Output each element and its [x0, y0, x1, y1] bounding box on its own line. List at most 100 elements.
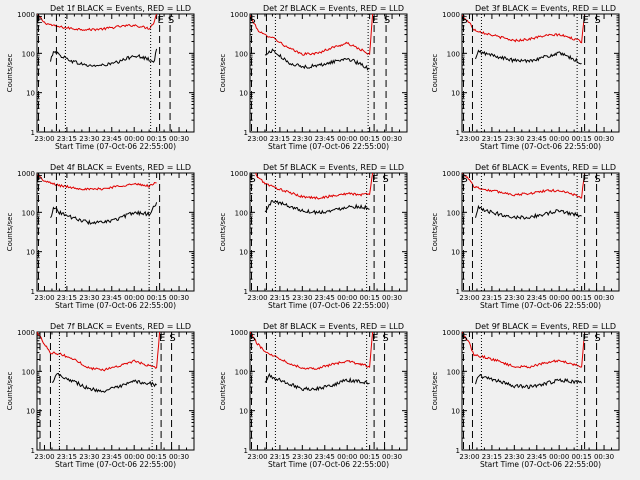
x-axis-label: Start Time (07-Oct-06 22:55:00) — [268, 142, 389, 151]
plot-frame — [461, 13, 620, 133]
x-tick-label: 23:45 — [315, 294, 335, 302]
marker-label: S — [594, 174, 600, 185]
x-tick-label: 23:00 — [247, 135, 267, 143]
x-tick-label: 00:15 — [572, 294, 592, 302]
y-tick-label: 1 — [244, 129, 248, 137]
plot-frame — [461, 331, 620, 451]
y-tick-label: 10 — [26, 90, 35, 98]
y-axis-label: Counts/sec — [431, 54, 439, 93]
series-lld-line — [462, 173, 586, 199]
x-axis-label: Start Time (07-Oct-06 22:55:00) — [268, 301, 389, 310]
x-tick-label: 23:15 — [482, 294, 502, 302]
series-area — [37, 174, 158, 226]
x-tick-label: 23:00 — [459, 135, 479, 143]
x-tick-label: 23:15 — [57, 294, 77, 302]
marker-label: S — [594, 15, 600, 26]
x-axis-label: Start Time (07-Oct-06 22:55:00) — [480, 301, 601, 310]
x-axis-label: Start Time (07-Oct-06 22:55:00) — [55, 301, 176, 310]
y-tick-label: 1 — [31, 129, 35, 137]
x-tick-label: 00:30 — [594, 135, 614, 143]
panel-title: Det 9f BLACK = Events, RED = LLD — [475, 322, 616, 331]
marker-label: E — [159, 333, 165, 344]
panel-det-6f: 1 10 100 1000 23:00 23:15 23:30 23:45 00:00 00:15… — [431, 163, 620, 310]
x-tick-label: 23:00 — [34, 294, 54, 302]
y-axis-label: Counts/sec — [6, 54, 14, 93]
x-tick-label: 23:30 — [79, 135, 99, 143]
x-tick-label: 00:15 — [360, 294, 380, 302]
panel-det-7f: 1 10 100 1000 23:00 23:15 23:30 23:45 00:00 00:15… — [6, 322, 195, 469]
x-axis-label: Start Time (07-Oct-06 22:55:00) — [480, 460, 601, 469]
x-tick-label: 00:00 — [124, 294, 144, 302]
panel-title: Det 5f BLACK = Events, RED = LLD — [263, 163, 404, 172]
panel-det-8f: 1 10 100 1000 23:00 23:15 23:30 23:45 00:00 00:15… — [219, 322, 408, 469]
series-events-line — [50, 202, 158, 226]
x-tick-label: 23:00 — [247, 294, 267, 302]
marker-label: E — [36, 174, 42, 185]
y-tick-label: 1 — [244, 447, 248, 455]
x-tick-label: 23:30 — [504, 453, 524, 461]
x-tick-label: 00:00 — [337, 453, 357, 461]
x-tick-label: 00:30 — [594, 453, 614, 461]
x-tick-label: 23:45 — [102, 294, 122, 302]
series-events-line — [264, 372, 370, 392]
series-area — [250, 332, 374, 392]
x-tick-label: 00:30 — [169, 135, 189, 143]
x-tick-label: 23:30 — [504, 294, 524, 302]
x-tick-label: 23:45 — [527, 453, 547, 461]
y-tick-label: 100 — [22, 368, 35, 376]
x-tick-label: 00:00 — [337, 135, 357, 143]
marker-label: S — [169, 333, 175, 344]
panel-title: Det 2f BLACK = Events, RED = LLD — [263, 4, 404, 13]
x-tick-label: 23:00 — [34, 135, 54, 143]
panel-det-2f: 1 10 100 1000 23:00 23:15 23:30 23:45 00:00 00:15… — [219, 4, 408, 151]
y-tick-label: 1000 — [230, 329, 248, 337]
marker-label: E — [582, 174, 588, 185]
y-tick-label: 1 — [456, 129, 460, 137]
panel-det-3f: 1 10 100 1000 23:00 23:15 23:30 23:45 00:00 00:15… — [431, 4, 620, 151]
panel-title: Det 6f BLACK = Events, RED = LLD — [475, 163, 616, 172]
y-tick-label: 100 — [22, 209, 35, 217]
y-tick-label: 1000 — [442, 329, 460, 337]
marker-label: S — [594, 333, 600, 344]
y-tick-label: 100 — [22, 50, 35, 58]
marker-label: S — [249, 174, 255, 185]
panel-title: Det 3f BLACK = Events, RED = LLD — [475, 4, 616, 13]
series-area — [37, 14, 158, 68]
x-tick-label: 23:00 — [459, 453, 479, 461]
y-tick-label: 10 — [26, 408, 35, 416]
x-tick-label: 23:30 — [292, 453, 312, 461]
x-tick-label: 23:30 — [504, 135, 524, 143]
x-tick-label: 00:00 — [549, 135, 569, 143]
y-tick-label: 10 — [239, 249, 248, 257]
x-tick-label: 00:15 — [572, 453, 592, 461]
y-axis-label: Counts/sec — [6, 372, 14, 411]
x-tick-label: 00:00 — [549, 294, 569, 302]
marker-label: S — [382, 174, 388, 185]
marker-label: S — [249, 15, 255, 26]
x-tick-label: 23:15 — [270, 135, 290, 143]
x-tick-label: 23:00 — [459, 294, 479, 302]
y-axis-label: Counts/sec — [219, 213, 227, 252]
x-tick-label: 23:15 — [270, 294, 290, 302]
y-axis-label: Counts/sec — [6, 213, 14, 252]
y-axis-label: Counts/sec — [431, 213, 439, 252]
y-axis-label: Counts/sec — [219, 372, 227, 411]
x-tick-label: 23:15 — [482, 453, 502, 461]
panel-title: Det 4f BLACK = Events, RED = LLD — [50, 163, 191, 172]
panel-title: Det 8f BLACK = Events, RED = LLD — [263, 322, 404, 331]
series-area — [462, 332, 586, 390]
x-tick-label: 23:30 — [292, 135, 312, 143]
x-tick-label: 00:30 — [382, 294, 402, 302]
series-lld-line — [462, 332, 586, 369]
x-tick-label: 23:45 — [315, 135, 335, 143]
x-tick-label: 00:30 — [169, 453, 189, 461]
series-area — [250, 14, 374, 71]
series-events-line — [475, 204, 582, 220]
series-events-line — [51, 372, 157, 393]
x-tick-label: 00:15 — [147, 135, 167, 143]
y-tick-label: 1 — [244, 288, 248, 296]
x-tick-label: 00:30 — [382, 135, 402, 143]
x-tick-label: 23:30 — [79, 294, 99, 302]
y-tick-label: 10 — [451, 408, 460, 416]
series-area — [462, 14, 586, 65]
